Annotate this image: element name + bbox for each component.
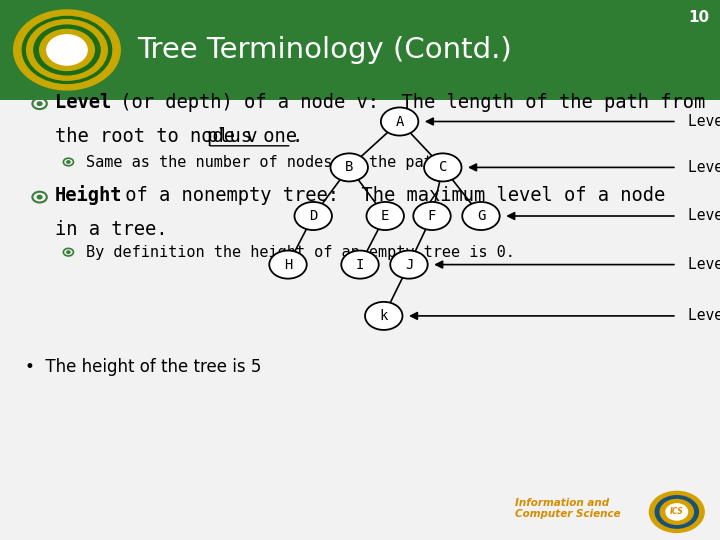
Text: the root to node v: the root to node v — [55, 126, 269, 146]
Text: Same as the number of nodes in the path.: Same as the number of nodes in the path. — [86, 154, 451, 170]
Text: C: C — [438, 160, 447, 174]
Text: D: D — [309, 209, 318, 223]
Text: Tree Terminology (Contd.): Tree Terminology (Contd.) — [137, 36, 511, 64]
Circle shape — [413, 202, 451, 230]
Text: .: . — [292, 126, 303, 146]
Circle shape — [655, 496, 698, 528]
Circle shape — [294, 202, 332, 230]
Text: I: I — [356, 258, 364, 272]
Circle shape — [14, 10, 120, 90]
Text: Information and
Computer Science: Information and Computer Science — [515, 498, 621, 519]
Text: Height: Height — [55, 185, 122, 206]
Text: of a nonempty tree:  The maximum level of a node: of a nonempty tree: The maximum level of… — [114, 186, 665, 205]
Circle shape — [34, 25, 100, 75]
Text: in a tree.: in a tree. — [55, 220, 167, 239]
Circle shape — [67, 161, 70, 163]
Circle shape — [47, 35, 87, 65]
Circle shape — [341, 251, 379, 279]
Text: Level 5: Level 5 — [688, 308, 720, 323]
Text: G: G — [477, 209, 485, 223]
Circle shape — [649, 491, 704, 532]
Circle shape — [37, 195, 42, 199]
Circle shape — [660, 500, 693, 524]
Text: 10: 10 — [688, 10, 709, 25]
Text: Level 4: Level 4 — [688, 257, 720, 272]
Circle shape — [365, 302, 402, 330]
Text: H: H — [284, 258, 292, 272]
Text: k: k — [379, 309, 388, 323]
Text: Level 1: Level 1 — [688, 114, 720, 129]
Circle shape — [666, 504, 688, 520]
Circle shape — [27, 19, 107, 80]
Circle shape — [269, 251, 307, 279]
Circle shape — [424, 153, 462, 181]
Text: F: F — [428, 209, 436, 223]
Circle shape — [390, 251, 428, 279]
Circle shape — [40, 29, 94, 70]
Text: Level 3: Level 3 — [688, 208, 720, 224]
Text: Level 2: Level 2 — [688, 160, 720, 175]
Circle shape — [366, 202, 404, 230]
Text: plus one: plus one — [207, 126, 297, 146]
Text: Level: Level — [55, 92, 111, 112]
Text: J: J — [405, 258, 413, 272]
Circle shape — [462, 202, 500, 230]
Text: (or depth) of a node v:  The length of the path from: (or depth) of a node v: The length of th… — [109, 92, 705, 112]
FancyBboxPatch shape — [0, 0, 720, 100]
Text: ICS: ICS — [670, 508, 684, 516]
Circle shape — [67, 251, 70, 253]
Text: E: E — [381, 209, 390, 223]
Text: •  The height of the tree is 5: • The height of the tree is 5 — [25, 358, 261, 376]
Text: A: A — [395, 114, 404, 129]
Circle shape — [37, 102, 42, 105]
Circle shape — [22, 16, 112, 83]
Text: B: B — [345, 160, 354, 174]
Circle shape — [330, 153, 368, 181]
Text: By definition the height of an empty tree is 0.: By definition the height of an empty tre… — [86, 245, 516, 260]
Circle shape — [381, 107, 418, 136]
